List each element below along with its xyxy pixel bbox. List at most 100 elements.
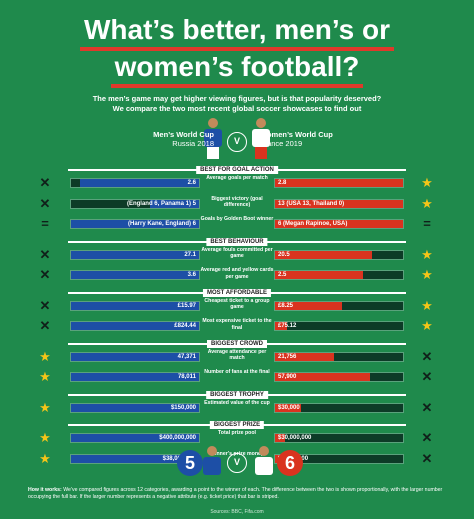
how-it-works-text: We’ve compared figures across 12 categor… (28, 487, 443, 500)
womens-star-icon: ★ (421, 297, 433, 313)
mens-cross-icon: ✕ (39, 318, 51, 333)
comparison-row: ★ $400,000,000 Total prize pool $30,000,000… (0, 430, 474, 446)
section-header: BIGGEST PRIZE (0, 421, 474, 429)
womens-score-player-icon (254, 446, 274, 490)
womens-bar-fill (275, 352, 334, 361)
womens-star-icon: ★ (421, 246, 433, 262)
mens-value: 27.1 (184, 251, 196, 258)
comparison-header: Men’s World Cup Russia 2018 V Women’s Wo… (0, 118, 474, 166)
mens-bar-fill (71, 271, 199, 279)
vs-badge: V (227, 132, 247, 152)
mens-bar: 2.6 (70, 178, 200, 188)
womens-bar-fill (275, 179, 403, 187)
womens-bar-fill (275, 271, 364, 279)
title-line-2: women’s football? (110, 51, 364, 88)
mens-bar-fill (71, 220, 199, 228)
score-vs-badge: V (227, 453, 247, 473)
womens-star-icon: ★ (421, 318, 433, 333)
mens-bar-fill (71, 301, 199, 310)
womens-value: 21,756 (278, 353, 297, 360)
section-label: MOST AFFORDABLE (202, 288, 272, 297)
womens-bar-fill (275, 373, 370, 381)
metric-label: Cheapest ticket to a group game (204, 297, 270, 311)
womens-equal-icon: = (423, 216, 431, 231)
womens-cross-icon: ✕ (421, 430, 433, 445)
mens-equal-icon: = (41, 216, 49, 231)
mens-bar-fill (71, 454, 199, 463)
mens-bar: $400,000,000 (70, 433, 200, 443)
mens-bar: $150,000 (70, 402, 200, 413)
section-label: BIGGEST PRIZE (209, 421, 265, 429)
mens-bar-fill (71, 322, 199, 330)
womens-bar: 20.5 (274, 249, 404, 260)
mens-bar-fill (71, 373, 199, 381)
mens-score-player-icon (202, 446, 222, 490)
how-it-works: How it works: We’ve compared figures acr… (28, 487, 446, 500)
womens-bar-fill (275, 403, 301, 412)
womens-bar: $30,000 (274, 402, 404, 413)
mens-bar: 3.6 (70, 270, 200, 280)
mens-cross-icon: ✕ (39, 175, 51, 190)
comparison-row: ✕ £15.97 Cheapest ticket to a group game £8… (0, 298, 474, 314)
section-header: BIGGEST TROPHY (0, 390, 474, 399)
womens-title: Women’s World Cup (260, 130, 333, 139)
womens-bar: 21,756 (274, 351, 404, 362)
womens-player-icon (251, 118, 271, 162)
womens-cross-icon: ✕ (421, 369, 433, 384)
womens-bar: £75.12 (274, 321, 404, 331)
comparison-row: ✕ 3.6 Average red and yellow cards per gam… (0, 267, 474, 283)
womens-bar: 2.5 (274, 270, 404, 280)
metric-label: Estimated value of the cup (204, 399, 270, 406)
womens-star-icon: ★ (421, 267, 433, 282)
mens-value: 78,011 (177, 374, 196, 380)
mens-bar-fill (150, 199, 199, 208)
womens-cross-icon: ✕ (421, 348, 433, 364)
subtitle-line-1: The men’s game may get higher viewing fi… (92, 94, 382, 103)
mens-bar-fill (71, 403, 199, 412)
comparison-row: ✕ 2.6 Average goals per match 2.8 ★ (0, 175, 474, 191)
comparison-row: ★ $150,000 Estimated value of the cup $30,0… (0, 400, 474, 416)
mens-title: Men’s World Cup (153, 130, 214, 139)
metric-label: Goals by Golden Boot winner (200, 216, 274, 222)
metric-label: Average goals per match (206, 175, 268, 181)
womens-bar-fill (275, 220, 403, 228)
metric-label: Most expensive ticket to the final (202, 318, 272, 331)
mens-bar: (Harry Kane, England) 6 (70, 219, 200, 229)
mens-value: 3.6 (187, 272, 196, 278)
mens-star-icon: ★ (39, 348, 51, 364)
womens-value: 2.5 (278, 272, 287, 278)
womens-bar-fill (275, 434, 285, 442)
metric-label: Average attendance per match (207, 348, 267, 362)
mens-bar-fill (71, 250, 199, 259)
mens-bar-fill (79, 179, 199, 187)
title-line-1: What’s better, men’s or (80, 14, 394, 51)
womens-bar: 6 (Megan Rapinoe, USA) (274, 219, 404, 229)
subtitle-line-2: We compare the two most recent global so… (112, 104, 362, 113)
mens-value: £824.44 (174, 323, 196, 329)
womens-value: $30,000 (278, 404, 300, 411)
mens-value: (Harry Kane, England) 6 (127, 221, 196, 227)
womens-value: 2.8 (278, 180, 287, 186)
womens-bar-fill (275, 250, 373, 259)
metric-label: Number of fans at the final (204, 369, 270, 375)
womens-header: Women’s World Cup France 2019 (260, 130, 333, 148)
section-label: BIGGEST CROWD (207, 339, 267, 348)
womens-value: 57,900 (278, 374, 297, 380)
mens-value: (England 6, Panama 1) 5 (126, 200, 196, 207)
mens-header: Men’s World Cup Russia 2018 (153, 130, 214, 148)
mens-value: £15.97 (177, 302, 196, 309)
mens-star-icon: ★ (39, 450, 51, 466)
section-header: MOST AFFORDABLE (0, 288, 474, 297)
subtitle: The men’s game may get higher viewing fi… (0, 94, 474, 114)
womens-bar-fill (275, 322, 287, 330)
womens-value: £75.12 (278, 323, 297, 329)
womens-star-icon: ★ (421, 195, 433, 211)
mens-score: 5 (177, 450, 203, 476)
page-title: What’s better, men’s or women’s football… (0, 0, 474, 88)
womens-bar: 57,900 (274, 372, 404, 382)
womens-star-icon: ★ (421, 175, 433, 190)
metric-label: Average red and yellow cards per game (200, 267, 274, 280)
mens-cross-icon: ✕ (39, 246, 51, 262)
section-label: BEST BEHAVIOUR (206, 237, 268, 246)
womens-bar: $30,000,000 (274, 433, 404, 443)
